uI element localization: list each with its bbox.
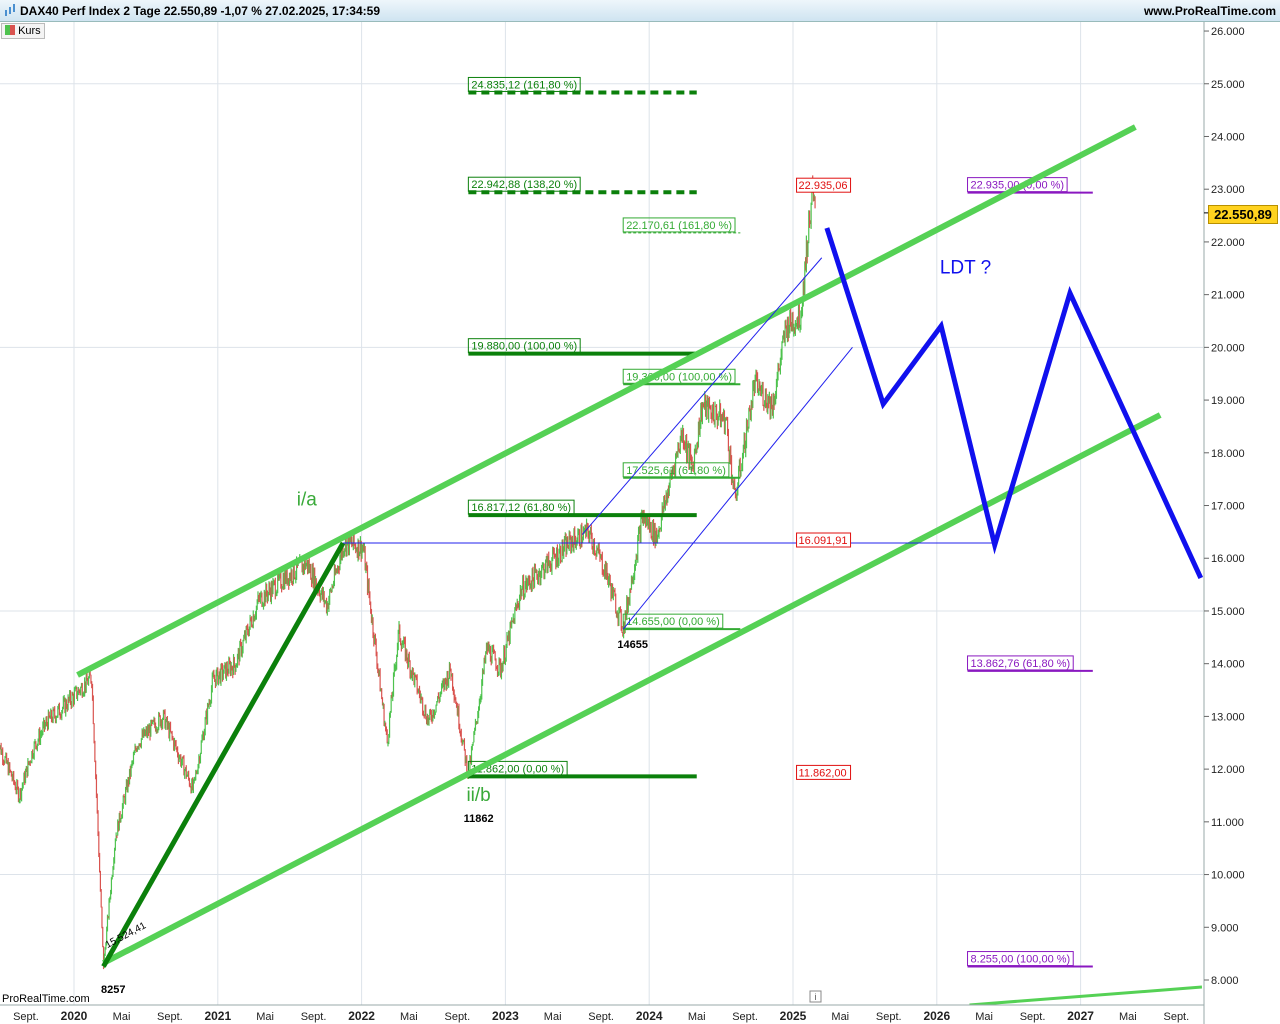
price-marker-box	[796, 532, 852, 548]
fib-level-label-box	[622, 462, 730, 478]
y-tick-label: 17.000	[1211, 501, 1245, 513]
x-tick-label: Sept.	[157, 1011, 183, 1023]
fib-level-label: 17.525,61 (61,80 %)	[626, 465, 726, 477]
x-tick-label: Mai	[400, 1011, 418, 1023]
fib-level-label-box	[467, 760, 568, 776]
x-tick-label: Mai	[975, 1011, 993, 1023]
legend-label: Kurs	[18, 25, 41, 37]
fib-level-label-box	[467, 76, 581, 92]
y-tick-label: 23.000	[1211, 184, 1245, 196]
y-tick-label: 8.000	[1211, 975, 1239, 987]
y-tick-label: 26.000	[1211, 26, 1245, 38]
fib-level-label-box	[622, 613, 724, 629]
y-tick-label: 18.000	[1211, 448, 1245, 460]
chart-header: DAX40 Perf Index 2 Tage 22.550,89 -1,07 …	[0, 0, 1280, 22]
watermark: ProRealTime.com	[2, 993, 90, 1005]
fib-level-label: 13.862,76 (61,80 %)	[971, 658, 1071, 670]
y-tick-label: 13.000	[1211, 711, 1245, 723]
fib-level-label: 19.880,00 (100,00 %)	[471, 341, 577, 353]
x-tick-label: 2023	[492, 1009, 519, 1023]
x-tick-label: 2021	[204, 1009, 231, 1023]
y-tick-label: 22.000	[1211, 237, 1245, 249]
x-tick-label: 2026	[923, 1009, 950, 1023]
legend-kurs[interactable]: Kurs	[1, 23, 45, 39]
annotation-text: 8257	[101, 984, 125, 996]
trendline-projection[interactable]	[824, 227, 1203, 580]
annotation-text: LDT ?	[940, 258, 991, 279]
x-tick-label: Sept.	[13, 1011, 39, 1023]
site-link[interactable]: www.ProRealTime.com	[1143, 4, 1276, 18]
fib-level-label: 14.655,00 (0,00 %)	[626, 616, 720, 628]
fib-level-label-box	[967, 655, 1074, 671]
fib-level-label-box	[467, 176, 581, 192]
trendline-lower-right-line[interactable]	[969, 985, 1203, 1005]
trendline-blue-channel-lower[interactable]	[622, 347, 853, 630]
info-icon[interactable]: i	[809, 990, 822, 1003]
trendline-impulse-i-a[interactable]	[101, 541, 346, 968]
fib-level-label-box	[967, 177, 1068, 193]
x-tick-label: 2027	[1067, 1009, 1094, 1023]
fib-level-label-box	[622, 368, 736, 384]
x-tick-label: Sept.	[444, 1011, 470, 1023]
annotation-text: 11862	[464, 813, 494, 825]
y-tick-label: 12.000	[1211, 764, 1245, 776]
y-tick-label: 14.000	[1211, 659, 1245, 671]
y-tick-label: 9.000	[1211, 922, 1239, 934]
price-marker-box	[796, 177, 852, 193]
x-tick-label: Sept.	[588, 1011, 614, 1023]
y-tick-label: 15.000	[1211, 606, 1245, 618]
y-tick-label: 10.000	[1211, 870, 1245, 882]
up-color-swatch	[5, 25, 10, 35]
x-tick-label: Mai	[831, 1011, 849, 1023]
fib-level-label: 16.817,12 (61,80 %)	[471, 502, 571, 514]
x-tick-label: Mai	[256, 1011, 274, 1023]
fib-level-label: 24.835,12 (161,80 %)	[471, 79, 577, 91]
x-tick-label: Mai	[113, 1011, 131, 1023]
svg-text:i: i	[815, 992, 817, 1002]
trendline-blue-channel-upper[interactable]	[581, 257, 823, 535]
y-tick-label: 20.000	[1211, 342, 1245, 354]
y-tick-label: 21.000	[1211, 290, 1245, 302]
x-tick-label: Sept.	[301, 1011, 327, 1023]
current-price-badge: 22.550,89	[1208, 205, 1278, 224]
price-marker-box	[796, 764, 852, 780]
y-tick-label: 19.000	[1211, 395, 1245, 407]
trendline-channel-upper[interactable]	[76, 124, 1137, 678]
fib-level-label-box	[467, 338, 581, 354]
annotation-text: 14655	[617, 639, 648, 651]
y-tick-label: 16.000	[1211, 553, 1245, 565]
price-marker-label: 22.935,06	[799, 180, 848, 192]
y-tick-label: 25.000	[1211, 79, 1245, 91]
x-tick-label: Mai	[1119, 1011, 1137, 1023]
x-tick-label: Sept.	[1020, 1011, 1046, 1023]
instrument-title: DAX40 Perf Index 2 Tage 22.550,89 -1,07 …	[20, 4, 380, 18]
x-tick-label: Sept.	[1163, 1011, 1189, 1023]
x-tick-label: Mai	[688, 1011, 706, 1023]
x-tick-label: Sept.	[876, 1011, 902, 1023]
fib-level-label: 22.170,61 (161,80 %)	[626, 220, 732, 232]
x-tick-label: 2020	[61, 1009, 88, 1023]
annotation-text: ii/b	[466, 785, 490, 806]
annotation-text: i/a	[297, 490, 318, 511]
y-tick-label: 24.000	[1211, 131, 1245, 143]
y-tick-label: 11.000	[1211, 817, 1244, 829]
fib-level-label-box	[622, 217, 736, 233]
price-marker-label: 16.091,91	[799, 535, 848, 547]
candlestick-icon	[5, 4, 15, 16]
fib-level-label-box	[467, 499, 575, 515]
fib-level-label: 22.942,88 (138,20 %)	[471, 179, 577, 191]
price-marker-label: 11.862,00	[799, 767, 847, 779]
x-tick-label: 2024	[636, 1009, 663, 1023]
fib-level-label: 8.255,00 (100,00 %)	[971, 954, 1071, 966]
fib-level-label-box	[967, 951, 1074, 967]
x-tick-label: 2025	[780, 1009, 807, 1023]
down-color-swatch	[10, 25, 15, 35]
x-tick-label: Sept.	[732, 1011, 758, 1023]
fib-level-label: 11.862,00 (0,00 %)	[471, 763, 564, 775]
x-tick-label: Mai	[544, 1011, 562, 1023]
x-tick-label: 2022	[348, 1009, 375, 1023]
